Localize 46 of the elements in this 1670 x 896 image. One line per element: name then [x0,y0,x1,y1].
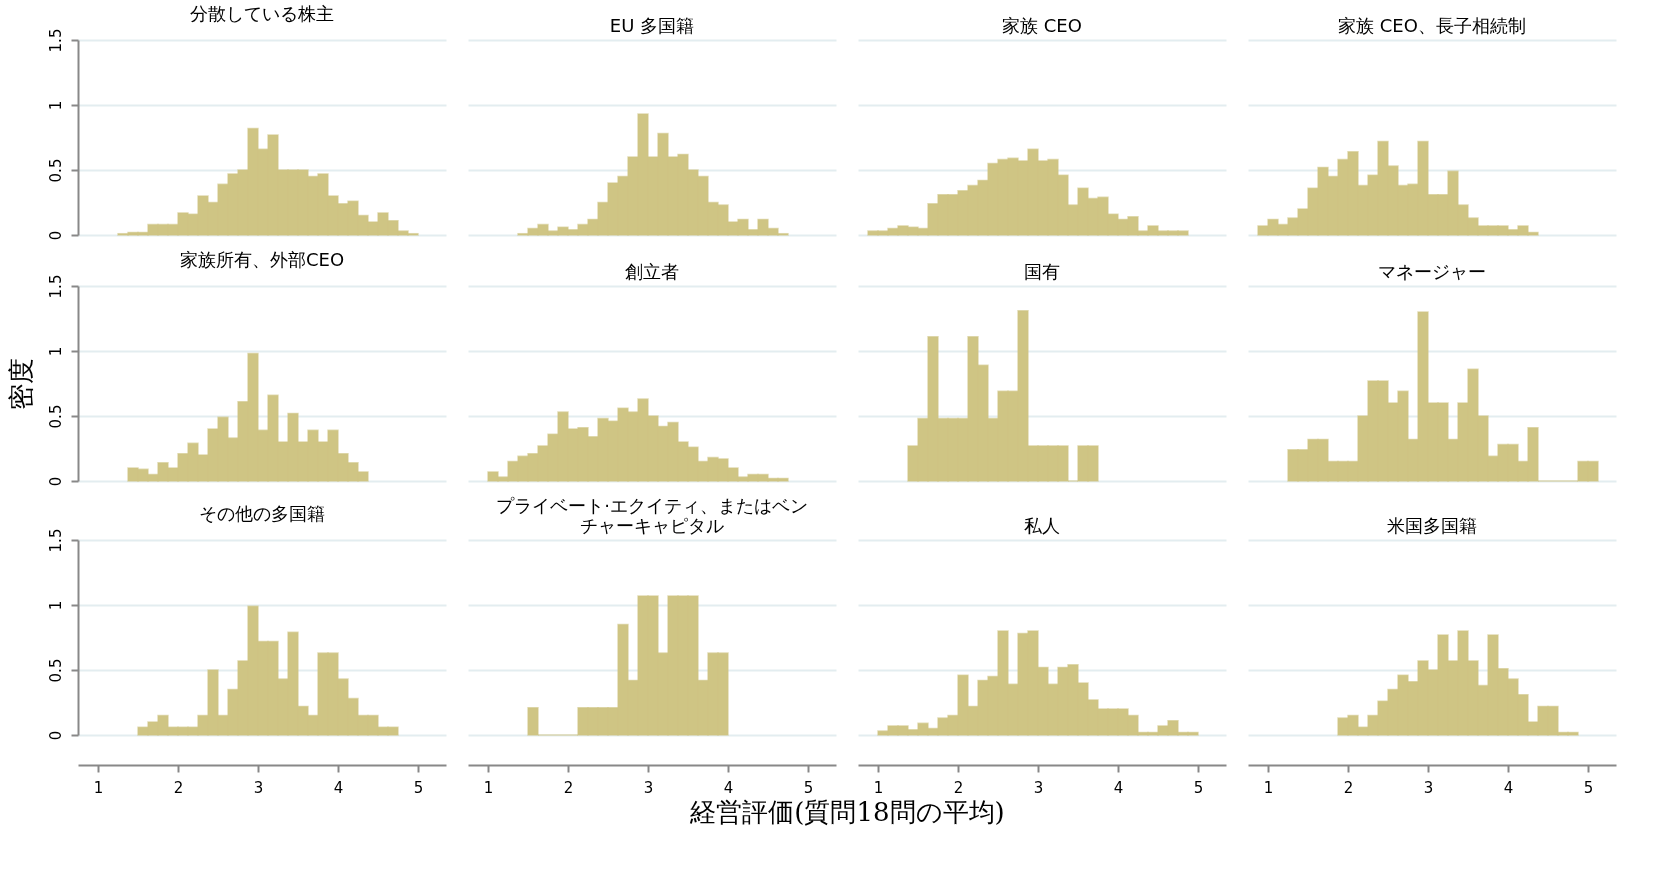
chart-title: 米国多国籍 [1387,515,1477,536]
x-tick-label: 3 [1423,778,1434,797]
x-tick-label: 3 [253,778,264,797]
x-axis-title: 経営評価(質問18問の平均) [689,796,1005,827]
x-tick-label: 4 [1113,778,1124,797]
chart-title: 家族 CEO [1002,15,1082,36]
chart-title: マネージャー [1378,261,1486,282]
x-tick-label: 3 [1033,778,1044,797]
y-tick-label: 0 [46,476,65,487]
y-tick-label: 1 [46,100,65,111]
y-tick-label: 1.5 [46,528,65,553]
x-tick-label: 2 [173,778,184,797]
y-tick-label: 1 [46,600,65,611]
chart-title: 創立者 [625,261,679,282]
y-tick-label: 0 [46,230,65,241]
y-tick-label: 1.5 [46,274,65,299]
x-tick-label: 5 [803,778,814,797]
x-tick-label: 2 [563,778,574,797]
chart-title: 家族 CEO、長子相続制 [1338,15,1526,36]
x-tick-label: 1 [93,778,104,797]
y-tick-label: 0.5 [46,158,65,183]
x-tick-label: 4 [1503,778,1514,797]
x-tick-label: 5 [1583,778,1594,797]
x-tick-label: 1 [1263,778,1274,797]
y-tick-label: 0.5 [46,404,65,429]
x-tick-label: 2 [1343,778,1354,797]
x-tick-label: 4 [333,778,344,797]
y-axis-title: 密度 [5,358,36,410]
x-tick-label: 2 [953,778,964,797]
chart-title: その他の多国籍 [199,503,325,525]
x-tick-label: 5 [413,778,424,797]
y-tick-label: 1 [46,346,65,357]
chart-title: 私人 [1024,515,1060,536]
chart-title: 国有 [1024,261,1060,282]
chart-title: プライベート·エクイティ、またはベンチャーキャピタル [496,495,808,536]
x-tick-label: 3 [643,778,654,797]
x-tick-label: 1 [873,778,884,797]
y-tick-label: 0 [46,730,65,741]
chart-title: EU 多国籍 [609,15,695,36]
y-tick-label: 1.5 [46,28,65,53]
x-tick-label: 5 [1193,778,1204,797]
chart-title: 分散している株主 [190,3,334,25]
y-tick-label: 0.5 [46,658,65,683]
chart-title: 家族所有、外部CEO [179,249,345,271]
x-tick-label: 1 [483,778,494,797]
x-tick-label: 4 [723,778,734,797]
